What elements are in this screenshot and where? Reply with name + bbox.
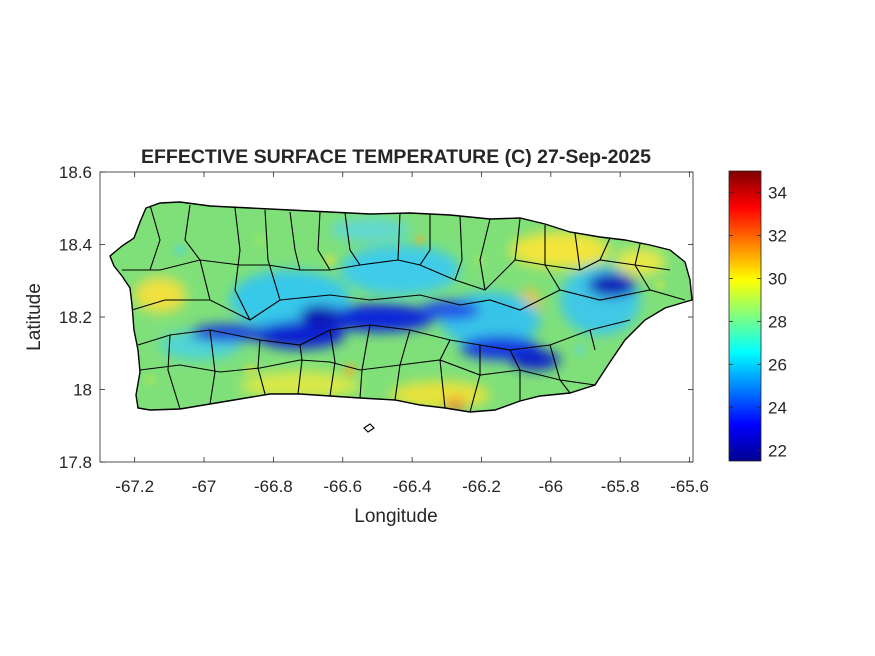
colorbar-tick-label: 32 — [768, 226, 787, 245]
y-tick-label: 17.8 — [59, 453, 92, 472]
colorbar-tick-label: 26 — [768, 355, 787, 374]
x-axis-ticks: -67.2 -67 -66.8 -66.6 -66.4 -66.2 -66 -65.8 -65.… — [115, 172, 709, 496]
offshore-island — [363, 423, 375, 433]
x-tick-label: -66.2 — [462, 477, 501, 496]
y-tick-label: 18.6 — [59, 163, 92, 182]
x-tick-label: -66.4 — [393, 477, 432, 496]
y-axis-ticks: 17.8 18 18.2 18.4 18.6 — [59, 163, 693, 472]
x-tick-label: -67 — [192, 477, 217, 496]
colorbar-tick-label: 22 — [768, 441, 787, 460]
y-axis-label: Latitude — [24, 283, 45, 351]
x-tick-label: -65.6 — [670, 477, 709, 496]
colorbar — [728, 170, 762, 462]
x-tick-label: -66 — [539, 477, 564, 496]
x-tick-label: -66.6 — [323, 477, 362, 496]
municipality-borders — [122, 204, 686, 412]
y-tick-label: 18 — [73, 381, 92, 400]
y-tick-label: 18.2 — [59, 308, 92, 327]
colorbar-tick-label: 28 — [768, 312, 787, 331]
colorbar-tick-label: 34 — [768, 183, 787, 202]
colorbar-tick-label: 30 — [768, 269, 787, 288]
colorbar-ticks: 22 24 26 28 30 32 34 — [729, 183, 787, 460]
x-tick-label: -66.8 — [254, 477, 293, 496]
x-axis-label: Longitude — [354, 506, 437, 527]
x-tick-label: -65.8 — [601, 477, 640, 496]
y-tick-label: 18.4 — [59, 236, 92, 255]
colorbar-tick-label: 24 — [768, 398, 787, 417]
x-tick-label: -67.2 — [115, 477, 154, 496]
map-title: EFFECTIVE SURFACE TEMPERATURE (C) 27-Sep… — [141, 146, 651, 168]
